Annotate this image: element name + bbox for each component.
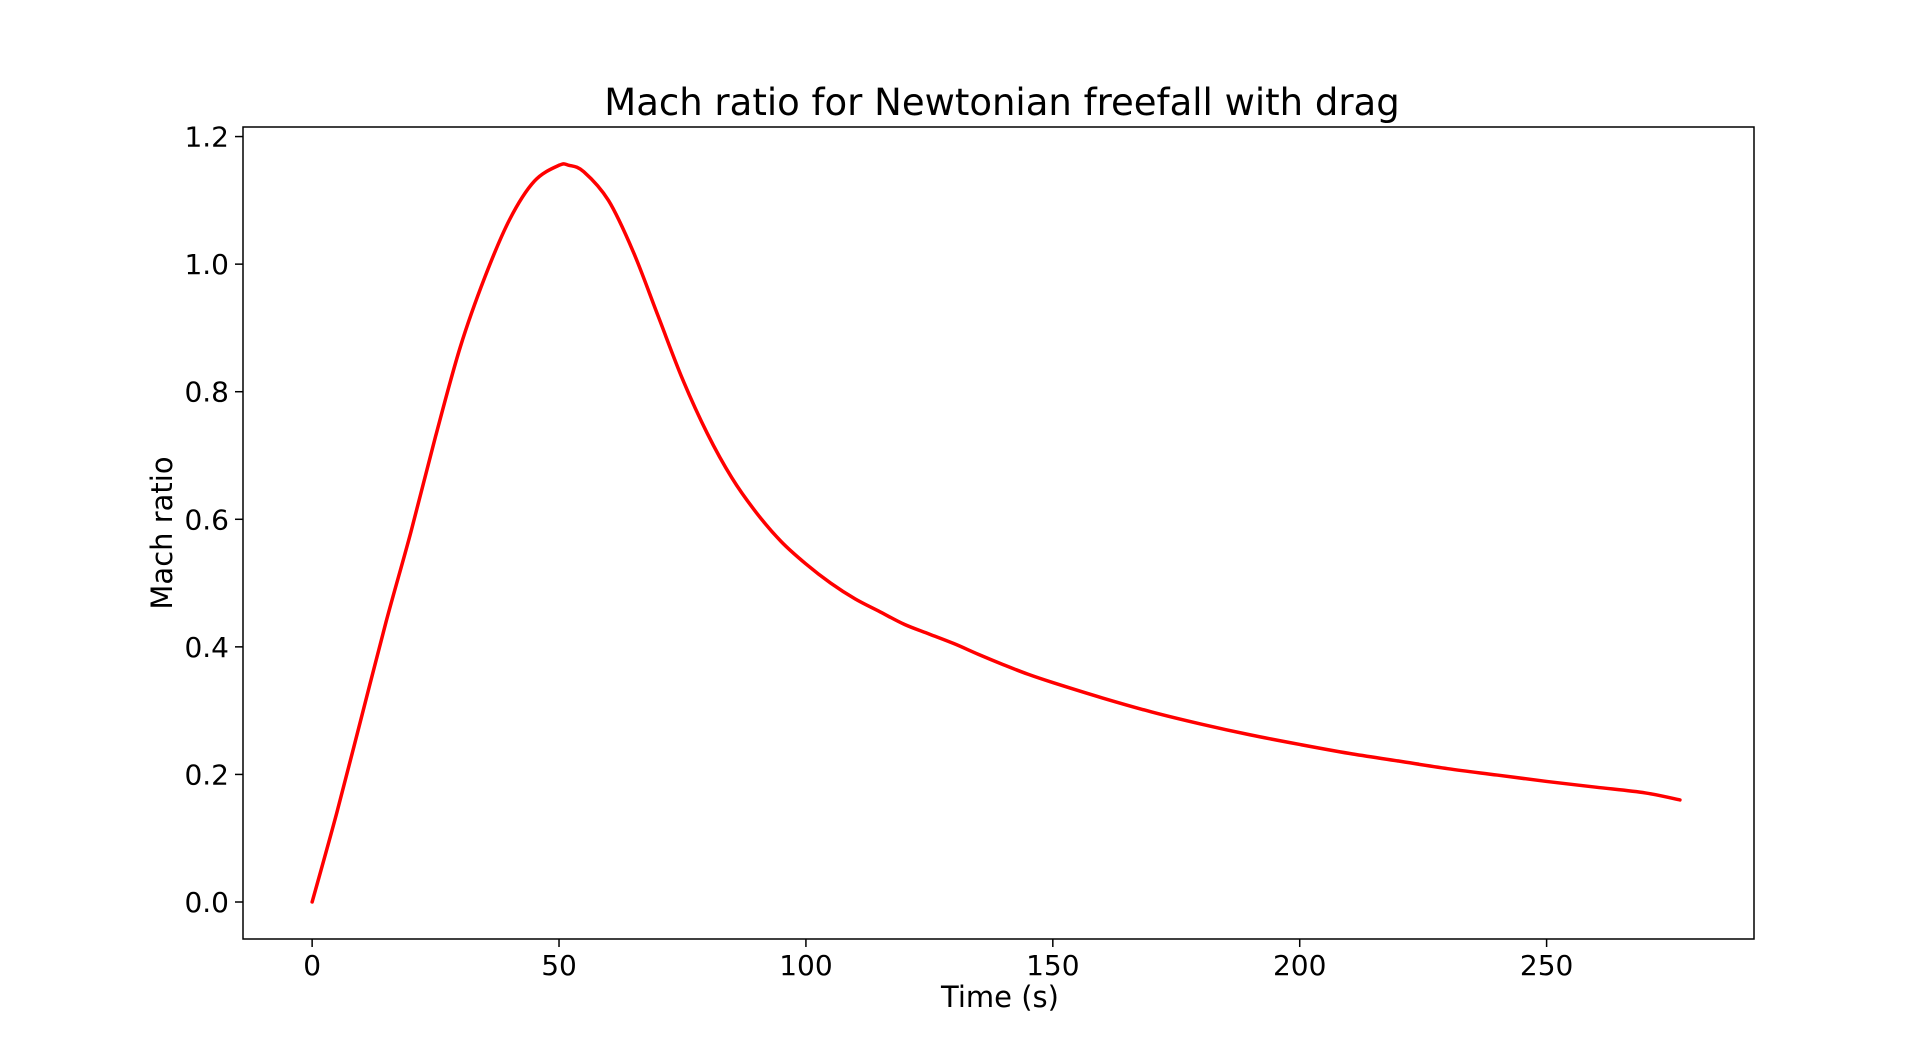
y-tick-label: 0.6 xyxy=(184,503,229,536)
x-axis-label: Time (s) xyxy=(940,980,1059,1014)
y-tick-label: 0.2 xyxy=(184,758,229,791)
plot-layer: 0 50 100 150 200 250 0.0 0.2 0.4 0.6 0.8 1.0 1.2 xyxy=(184,121,1682,982)
plot-frame xyxy=(242,126,1755,940)
y-tick-label: 0.4 xyxy=(184,631,229,664)
y-axis-label: Mach ratio xyxy=(145,456,179,609)
x-tick-label: 50 xyxy=(541,949,577,982)
series-line-mach-ratio xyxy=(310,162,1682,904)
y-tick-label: 0.0 xyxy=(184,886,229,919)
x-tick-label: 200 xyxy=(1273,949,1326,982)
y-tick-label: 1.2 xyxy=(184,121,229,154)
x-tick-label: 0 xyxy=(303,949,321,982)
y-tick-label: 1.0 xyxy=(184,248,229,281)
x-tick-label: 100 xyxy=(779,949,832,982)
x-tick-label: 250 xyxy=(1520,949,1573,982)
chart-title: Mach ratio for Newtonian freefall with d… xyxy=(604,81,1399,124)
x-tick-label: 150 xyxy=(1026,949,1079,982)
y-tick-label: 0.8 xyxy=(184,376,229,409)
